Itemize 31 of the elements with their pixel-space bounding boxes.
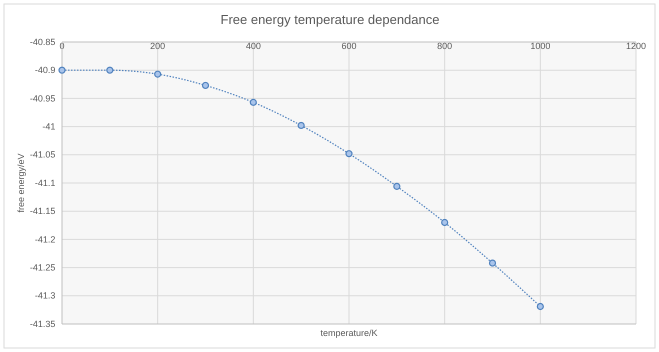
- point: [441, 218, 448, 226]
- point: [106, 66, 114, 74]
- point: [536, 302, 544, 310]
- y-tick-label: -41.3: [34, 290, 56, 301]
- y-tick-label: -40.95: [30, 93, 56, 104]
- point: [58, 66, 66, 74]
- x-tick-label: 600: [341, 41, 357, 52]
- x-tick-label: 1000: [530, 41, 550, 52]
- point: [488, 260, 496, 267]
- x-tick-label: 800: [437, 41, 452, 52]
- y-tick-label: -41: [42, 121, 56, 132]
- y-tick-label: -41.05: [30, 150, 56, 160]
- y-tick-label: -40.85: [30, 36, 56, 47]
- point: [345, 150, 353, 158]
- y-tick-label: -40.9: [34, 65, 56, 76]
- point: [298, 122, 305, 130]
- x-tick-label: 400: [246, 41, 261, 52]
- point: [393, 182, 400, 190]
- y-tick-label: -41.2: [34, 234, 56, 244]
- x-tick-label: 200: [150, 41, 166, 52]
- y-tick-label: -41.35: [30, 318, 56, 329]
- x-axis-title: temperature/K: [320, 328, 378, 338]
- y-tick-label: -41.25: [30, 262, 56, 272]
- y-axis-title: free energy/eV: [16, 153, 26, 213]
- point: [250, 98, 257, 106]
- point: [202, 82, 210, 90]
- chart-title: Free energy temperature dependance: [220, 12, 440, 27]
- y-tick-label: -41.15: [30, 206, 56, 216]
- point: [154, 70, 162, 78]
- x-tick-label: 1200: [626, 41, 646, 52]
- y-tick-label: -41.1: [34, 178, 56, 188]
